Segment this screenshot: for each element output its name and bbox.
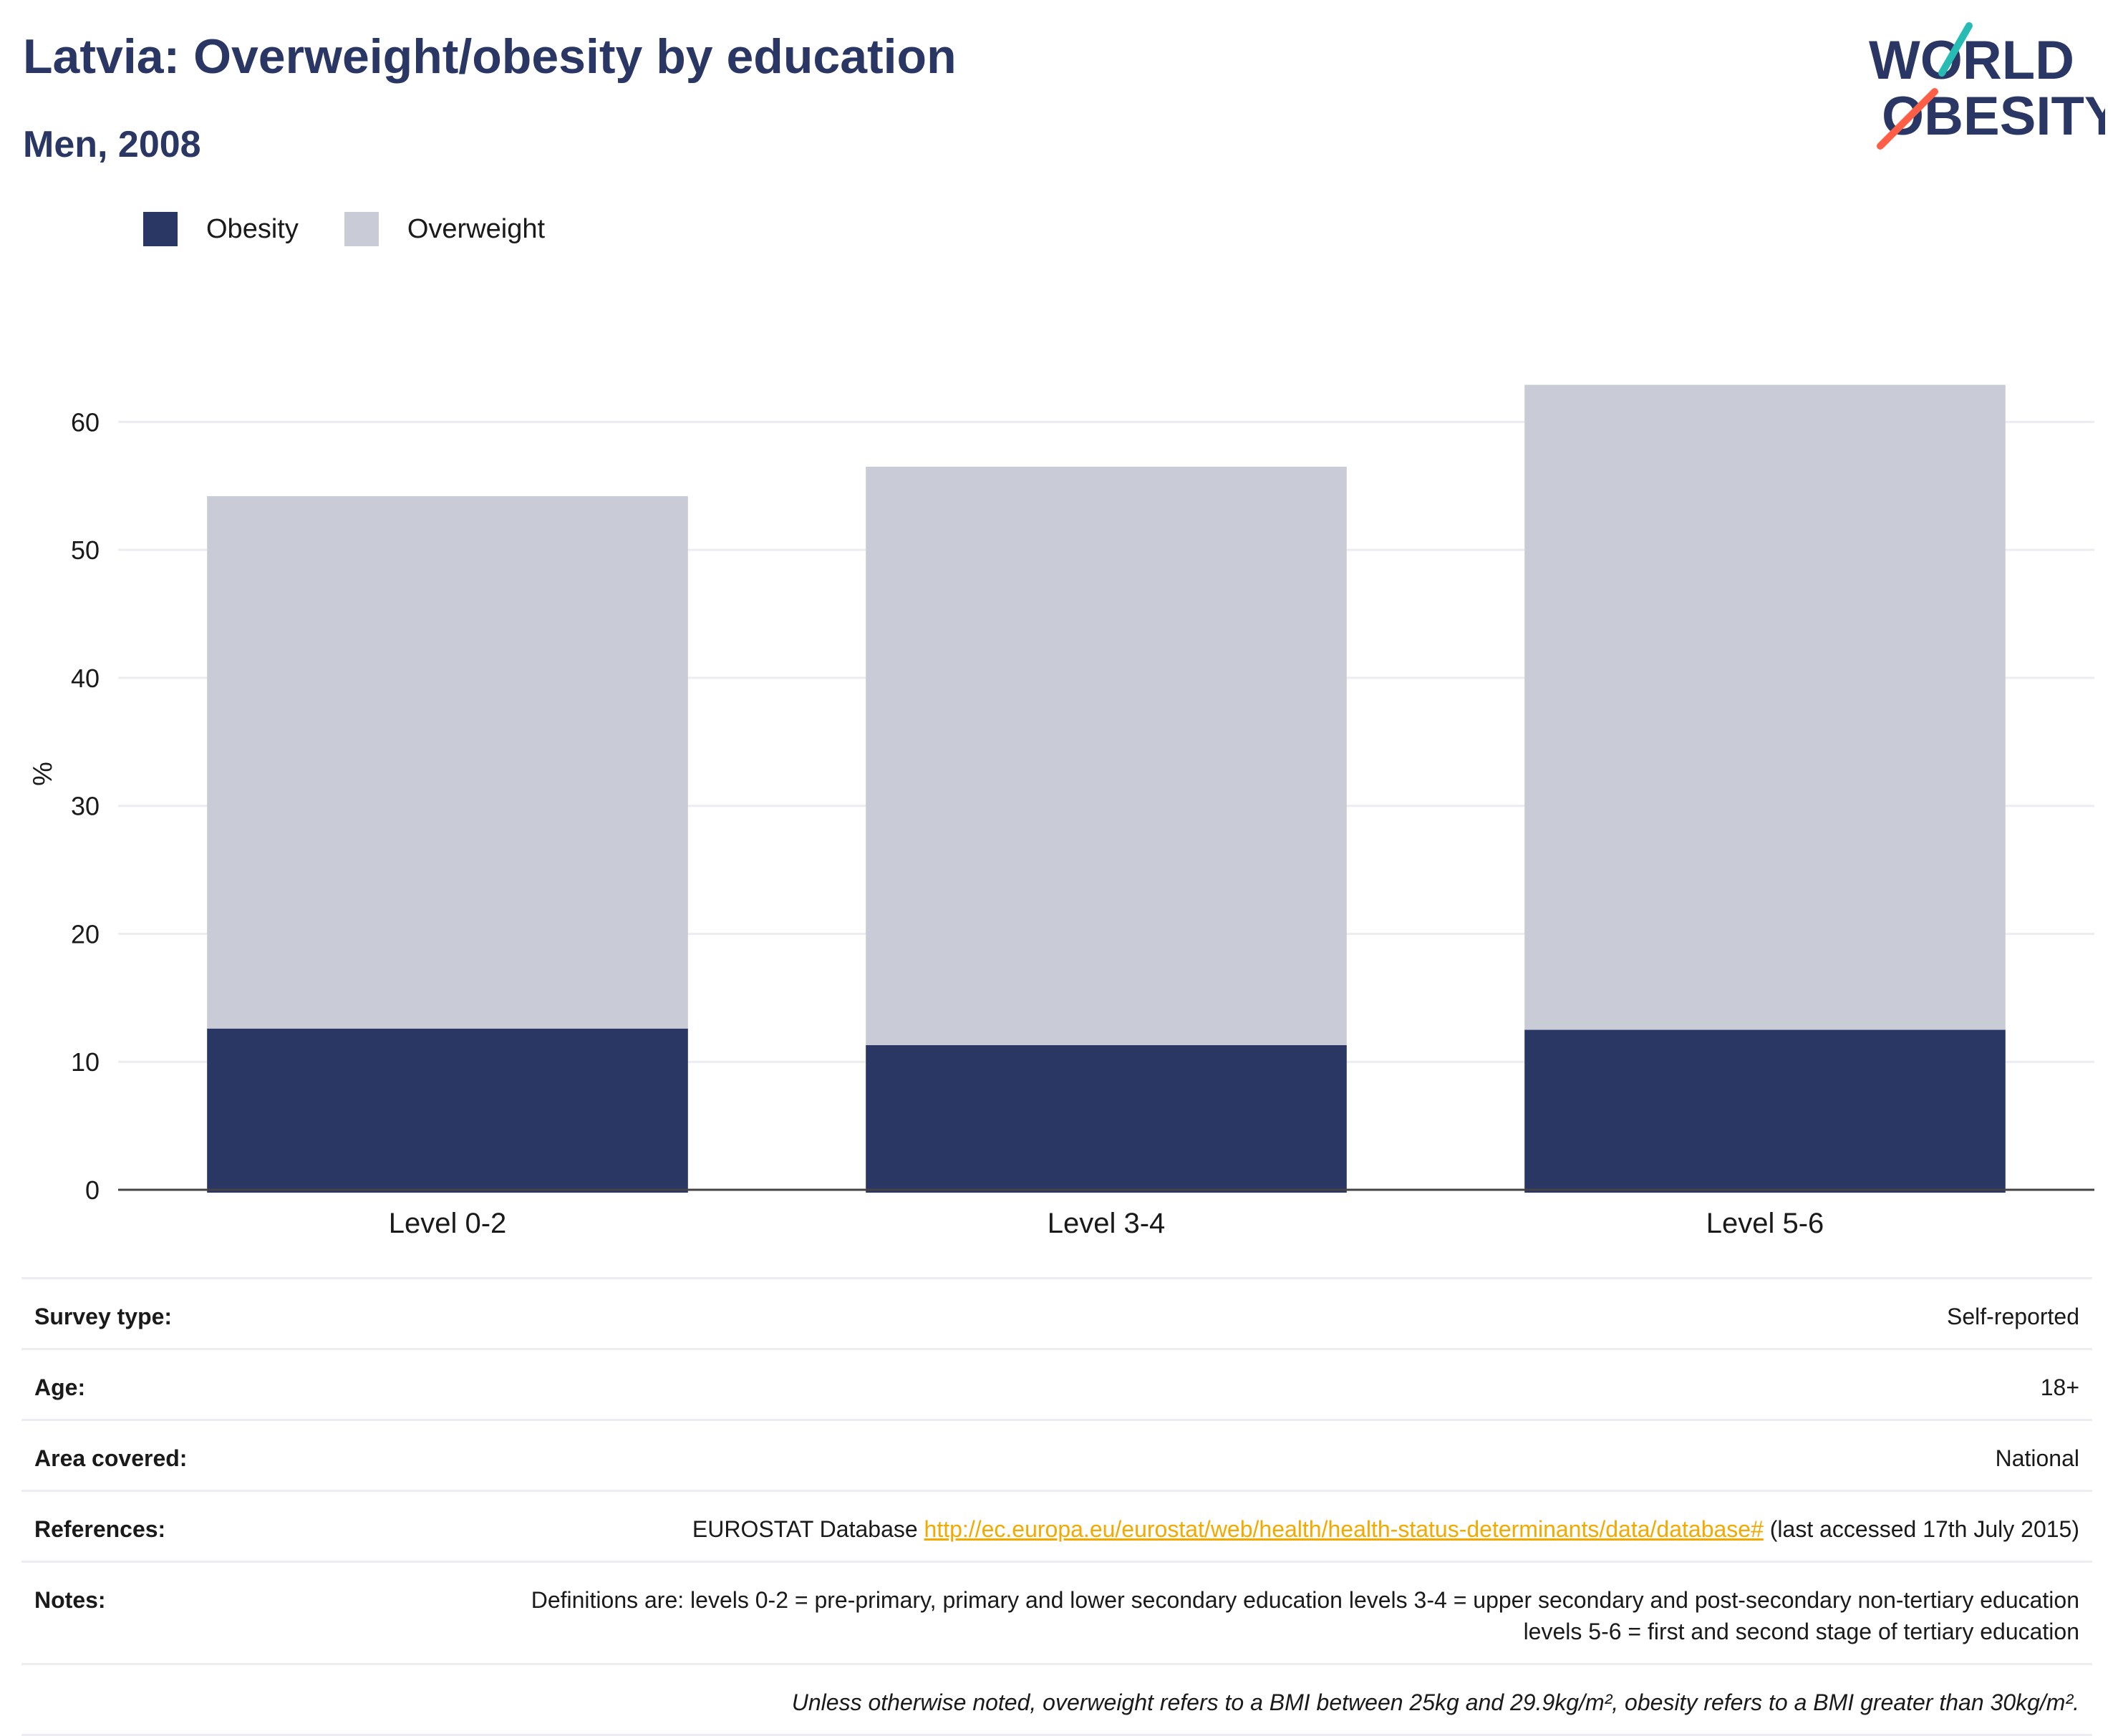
footnote: Unless otherwise noted, overweight refer…	[791, 1689, 2079, 1715]
meta-row-footnote: Unless otherwise noted, overweight refer…	[21, 1663, 2092, 1736]
x-tick-label: Level 5-6	[1706, 1208, 1824, 1239]
meta-row-references: References: EUROSTAT Database http://ec.…	[21, 1490, 2092, 1561]
meta-row-survey-type: Survey type: Self-reported	[21, 1277, 2092, 1348]
meta-value: 18+	[2040, 1374, 2079, 1400]
legend-swatch-overweight	[344, 212, 379, 246]
y-tick-label: 20	[71, 919, 100, 949]
bar-obesity-3	[1524, 1029, 2006, 1193]
meta-row-area: Area covered: National	[21, 1419, 2092, 1490]
bar-overweight-1	[207, 496, 688, 1029]
meta-key: Survey type:	[34, 1304, 173, 1329]
meta-value: Definitions are: levels 0-2 = pre-primar…	[531, 1587, 2079, 1644]
meta-row-notes: Notes: Definitions are: levels 0-2 = pre…	[21, 1561, 2092, 1663]
metadata-table: Survey type: Self-reported Age: 18+ Area…	[21, 1277, 2092, 1736]
y-axis-label: %	[28, 762, 58, 786]
x-tick-label: Level 3-4	[1048, 1208, 1166, 1239]
logo-word-obesity: OBESITY	[1882, 86, 2105, 147]
bar-obesity-1	[207, 1028, 688, 1193]
references-prefix: EUROSTAT Database	[692, 1516, 918, 1542]
legend-label-overweight: Overweight	[407, 213, 546, 244]
page-title: Latvia: Overweight/obesity by education	[23, 29, 957, 84]
chart-legend: Obesity Overweight	[143, 212, 591, 246]
meta-key: References:	[34, 1516, 166, 1542]
stacked-bar-chart: 0 10 20 30 40 50 60% Level 0-2 Level 3-4 Level 5-…	[28, 384, 2094, 1239]
meta-value: EUROSTAT Database http://ec.europa.eu/eu…	[692, 1513, 2079, 1545]
x-tick-label: Level 0-2	[389, 1208, 507, 1239]
bar-obesity-2	[866, 1044, 1347, 1193]
world-obesity-logo: WORLD OBESITY	[1869, 22, 2105, 150]
y-tick-label: 0	[85, 1175, 100, 1205]
logo-word-world: WORLD	[1869, 30, 2074, 91]
page-subtitle: Men, 2008	[23, 124, 201, 165]
legend-swatch-obesity	[143, 212, 178, 246]
references-suffix: (last accessed 17th July 2015)	[1769, 1516, 2079, 1542]
meta-value: Self-reported	[1947, 1304, 2079, 1329]
meta-value: National	[1995, 1445, 2079, 1471]
bar-overweight-3	[1524, 384, 2006, 1030]
y-tick-label: 30	[71, 792, 100, 821]
meta-key: Area covered:	[34, 1445, 188, 1471]
references-link[interactable]: http://ec.europa.eu/eurostat/web/health/…	[924, 1516, 1764, 1542]
bar-overweight-2	[866, 466, 1347, 1045]
y-tick-label: 10	[71, 1047, 100, 1077]
meta-key: Notes:	[34, 1587, 106, 1613]
legend-label-obesity: Obesity	[206, 213, 299, 244]
y-tick-label: 50	[71, 535, 100, 565]
y-tick-label: 40	[71, 664, 100, 693]
meta-row-age: Age: 18+	[21, 1348, 2092, 1419]
meta-key: Age:	[34, 1374, 86, 1400]
y-tick-label: 60	[71, 407, 100, 437]
